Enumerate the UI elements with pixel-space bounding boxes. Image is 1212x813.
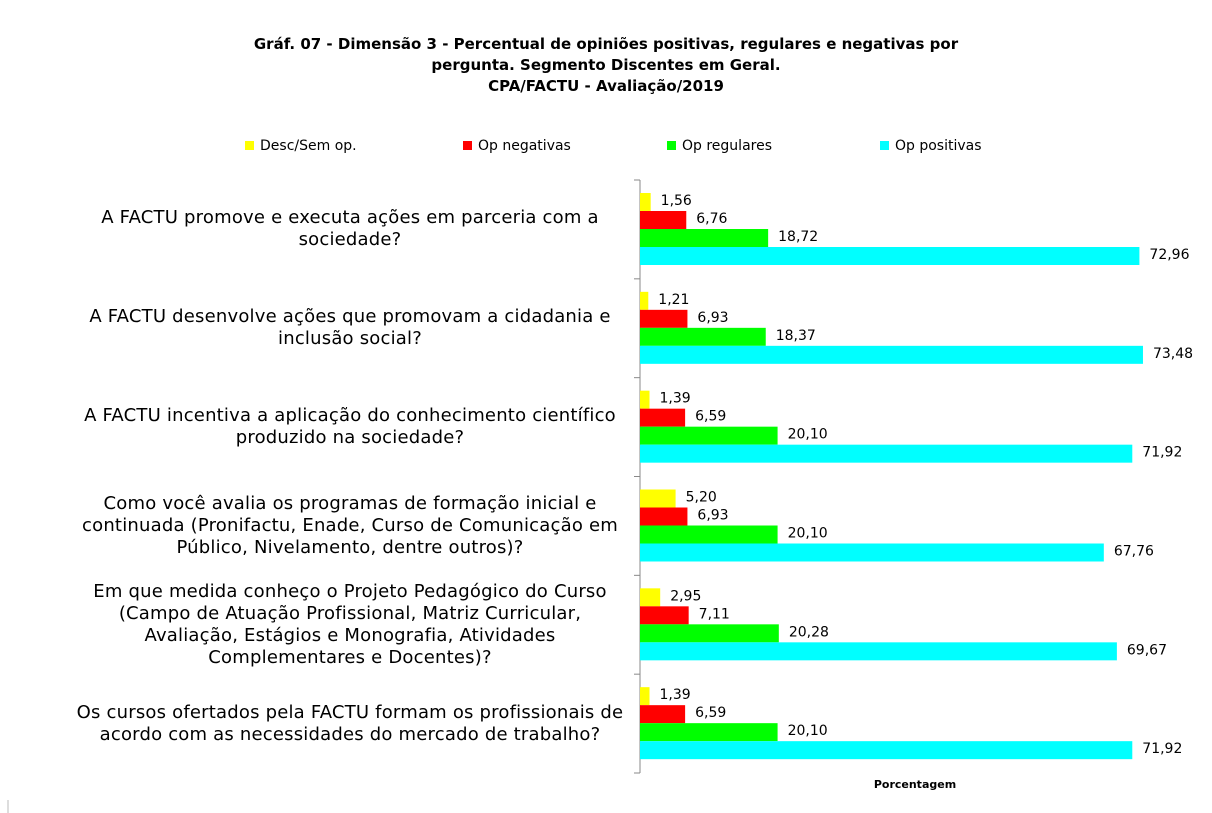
category-label: A FACTU incentiva a aplicação do conheci…	[84, 405, 616, 449]
value-label: 5,20	[686, 490, 717, 506]
value-label: 6,93	[697, 310, 728, 326]
value-label: 6,59	[695, 409, 726, 425]
bar	[640, 687, 650, 706]
bar	[640, 444, 1133, 463]
bar	[640, 247, 1140, 265]
bar	[640, 489, 676, 508]
value-label: 72,96	[1149, 247, 1189, 263]
value-label: 7,11	[699, 606, 730, 622]
x-axis-label: Porcentagem	[874, 778, 956, 791]
value-label: 1,21	[658, 292, 689, 308]
value-label: 20,10	[788, 723, 828, 739]
bar	[640, 588, 661, 607]
value-label: 69,67	[1127, 642, 1167, 658]
chart-title: pergunta. Segmento Discentes em Geral.	[431, 56, 781, 74]
legend-swatch	[463, 141, 472, 150]
bar	[640, 193, 651, 211]
legend-label: Op regulares	[682, 138, 772, 154]
legend-label: Op positivas	[895, 138, 982, 154]
value-label: 1,39	[660, 391, 691, 407]
chart-title: CPA/FACTU - Avaliação/2019	[488, 77, 724, 95]
bar	[640, 229, 769, 247]
value-label: 2,95	[670, 588, 701, 604]
bar	[640, 624, 779, 643]
category-label: Os cursos ofertados pela FACTU formam os…	[76, 701, 624, 745]
bar	[640, 408, 686, 427]
legend-swatch	[245, 141, 254, 150]
value-label: 1,39	[660, 687, 691, 703]
bar	[640, 543, 1104, 562]
category-label: A FACTU desenvolve ações que promovam a …	[89, 306, 611, 350]
bar	[640, 507, 688, 526]
value-label: 6,93	[697, 508, 728, 524]
value-label: 71,92	[1142, 445, 1182, 461]
bar	[640, 705, 686, 724]
bar	[640, 345, 1143, 364]
value-label: 1,56	[661, 193, 692, 209]
bar	[640, 525, 778, 544]
legend-label: Desc/Sem op.	[260, 138, 357, 154]
bar	[640, 426, 778, 445]
value-label: 20,10	[788, 526, 828, 542]
bar	[640, 606, 689, 625]
chart-title: Gráf. 07 - Dimensão 3 - Percentual de op…	[253, 35, 959, 53]
value-label: 6,59	[695, 705, 726, 721]
legend-label: Op negativas	[478, 138, 571, 154]
legend-swatch	[880, 141, 889, 150]
value-label: 20,28	[789, 624, 829, 640]
bar	[640, 309, 688, 328]
value-label: 73,48	[1153, 346, 1193, 362]
bar	[640, 642, 1117, 661]
value-label: 6,76	[696, 211, 727, 227]
bar	[640, 327, 766, 346]
value-label: 18,37	[776, 328, 816, 344]
category-label: A FACTU promove e executa ações em parce…	[101, 207, 599, 251]
bar	[640, 723, 778, 742]
bar	[640, 211, 687, 229]
bar	[640, 291, 649, 310]
value-label: 18,72	[778, 229, 818, 245]
category-label: Em que medida conheço o Projeto Pedagógi…	[93, 580, 607, 668]
bar	[640, 741, 1133, 760]
category-label: Como você avalia os programas de formaçã…	[82, 492, 618, 558]
value-label: 71,92	[1142, 741, 1182, 757]
bar	[640, 390, 650, 409]
value-label: 20,10	[788, 427, 828, 443]
value-label: 67,76	[1114, 544, 1154, 560]
legend-swatch	[667, 141, 676, 150]
